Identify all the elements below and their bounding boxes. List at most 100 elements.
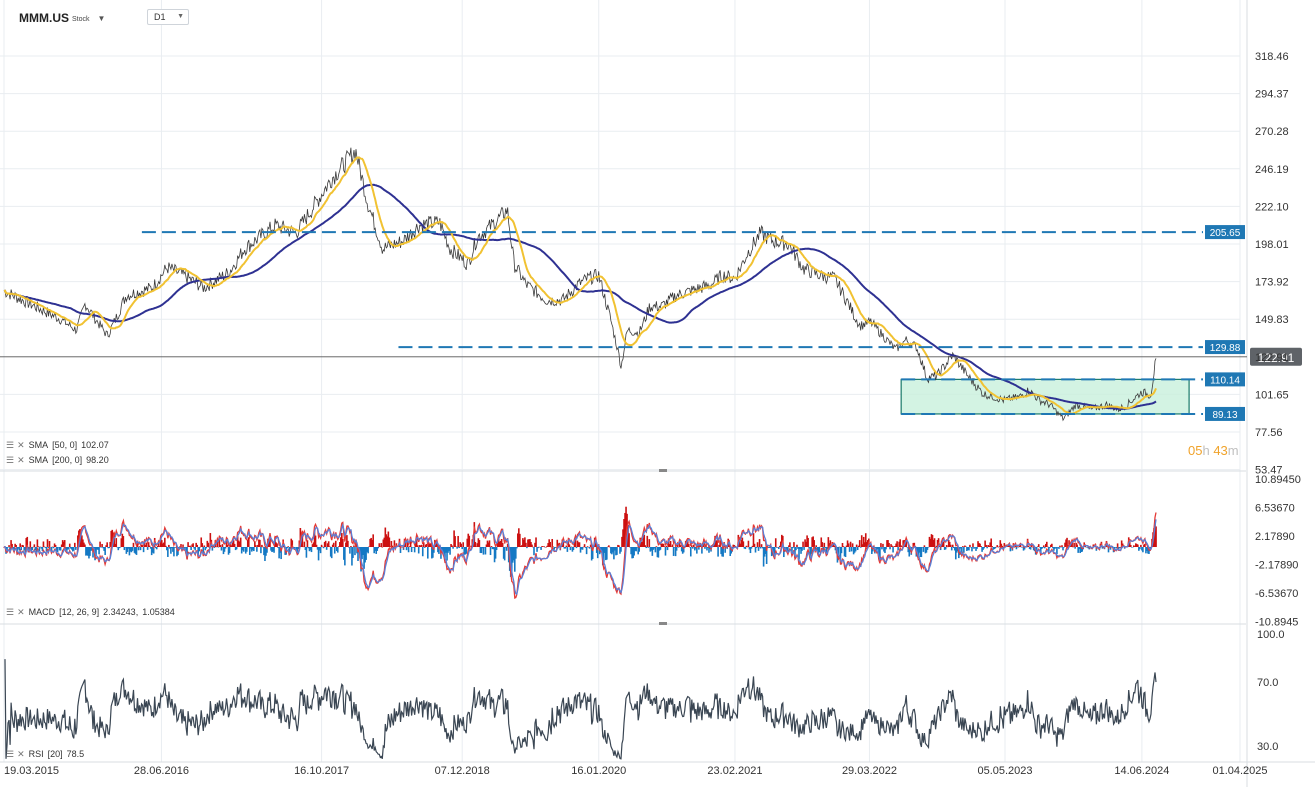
rsi-legend: ☰ ✕ RSI [20] 78.5 <box>6 748 84 760</box>
macd-histogram-bar <box>530 542 532 547</box>
macd-histogram-bar <box>551 538 554 547</box>
macd-histogram-bar <box>888 542 890 547</box>
macd-histogram-bar <box>564 547 567 549</box>
symbol-header[interactable]: MMM.US Stock ▼ <box>19 10 105 26</box>
sma50-close-icon[interactable]: ✕ <box>17 439 25 450</box>
countdown-hours: 05 <box>1188 443 1203 458</box>
macd-histogram-bar <box>927 547 930 548</box>
macd-histogram-bar <box>196 544 198 547</box>
macd-histogram-bar <box>895 543 897 547</box>
macd-histogram-bar <box>247 537 250 547</box>
macd-histogram-bar <box>103 547 105 551</box>
macd-histogram-bar <box>876 547 878 553</box>
macd-histogram-bar <box>224 547 227 549</box>
macd-histogram-bar <box>1154 520 1156 547</box>
symbol-name[interactable]: MMM.US <box>19 11 69 25</box>
macd-histogram-bar <box>277 547 279 548</box>
macd-histogram-bar <box>388 537 391 547</box>
macd-histogram-bar <box>195 542 197 547</box>
macd-histogram-bar <box>948 541 951 547</box>
macd-histogram-bar <box>500 538 503 547</box>
macd-histogram-bar <box>801 547 803 551</box>
macd-histogram-bar <box>662 543 665 547</box>
macd-histogram-bar <box>207 542 210 547</box>
macd-histogram-bar <box>946 546 949 548</box>
macd-histogram-bar <box>1007 545 1010 547</box>
macd-histogram-bar <box>574 539 577 547</box>
macd-histogram-bar <box>425 544 428 547</box>
macd-histogram-bar <box>144 545 147 547</box>
macd-histogram-bar <box>802 541 804 547</box>
macd-histogram-bar <box>514 547 517 559</box>
sma50-menu-icon[interactable]: ☰ <box>6 439 15 450</box>
macd-close-icon[interactable]: ✕ <box>17 606 25 617</box>
macd-histogram-bar <box>51 546 54 548</box>
macd-histogram-bar <box>671 544 674 547</box>
macd-histogram-bar <box>586 546 589 547</box>
macd-histogram-bar <box>794 547 796 559</box>
macd-histogram-bar <box>648 539 651 547</box>
macd-histogram-bar <box>1032 547 1035 551</box>
macd-histogram-bar <box>66 547 69 550</box>
macd-histogram-bar <box>419 545 422 547</box>
timeframe-select[interactable]: D1 ▼ <box>147 9 189 25</box>
macd-histogram-bar <box>111 529 114 547</box>
macd-histogram-bar <box>497 536 500 547</box>
price-tick-label: 77.56 <box>1255 427 1283 439</box>
macd-histogram-bar <box>475 546 478 547</box>
timeframe-caret-icon[interactable]: ▼ <box>177 13 184 20</box>
rsi-menu-icon[interactable]: ☰ <box>6 748 15 759</box>
symbol-dropdown-caret-icon[interactable]: ▼ <box>97 13 106 23</box>
macd-histogram-bar <box>278 547 280 559</box>
macd-histogram-bar <box>820 537 823 547</box>
macd-histogram-bar <box>742 541 745 547</box>
macd-histogram-bar <box>166 547 168 551</box>
macd-histogram-bar <box>197 547 199 557</box>
macd-histogram-bar <box>924 547 927 554</box>
macd-histogram-bar <box>13 547 15 552</box>
sma200-legend: ☰ ✕ SMA [200, 0] 98.20 <box>6 454 109 466</box>
macd-histogram-bar <box>216 540 219 547</box>
macd-histogram-bar <box>199 546 202 548</box>
macd-histogram-bar <box>1037 544 1040 547</box>
macd-histogram-bar <box>652 547 655 550</box>
macd-histogram-bar <box>911 547 914 548</box>
macd-histogram-bar <box>800 547 802 554</box>
macd-histogram-bar <box>504 546 507 548</box>
macd-histogram-bar <box>1058 547 1060 549</box>
macd-histogram-bar <box>193 547 195 549</box>
macd-histogram-bar <box>204 547 207 551</box>
macd-histogram-bar <box>619 547 621 554</box>
macd-histogram-bar <box>668 544 671 547</box>
macd-histogram-bar <box>459 542 461 547</box>
macd-histogram-bar <box>129 547 132 552</box>
macd-histogram-bar <box>89 547 91 556</box>
macd-histogram-bar <box>640 542 643 547</box>
macd-histogram-bar <box>679 545 682 547</box>
macd-histogram-bar <box>517 533 519 547</box>
rsi-close-icon[interactable]: ✕ <box>17 748 25 759</box>
macd-histogram-bar <box>169 547 171 549</box>
macd-histogram-bar <box>813 540 815 547</box>
sma200-menu-icon[interactable]: ☰ <box>6 454 15 465</box>
macd-histogram-bar <box>451 545 453 547</box>
macd-histogram-bar <box>1129 544 1132 547</box>
macd-histogram-bar <box>1039 547 1042 554</box>
macd-histogram-bar <box>926 547 929 550</box>
macd-histogram-bar <box>527 539 529 547</box>
macd-histogram-bar <box>846 540 849 547</box>
macd-histogram-bar <box>774 538 777 547</box>
macd-histogram-bar <box>843 547 846 557</box>
macd-histogram-bar <box>71 547 74 552</box>
macd-histogram-bar <box>466 538 469 547</box>
macd-histogram-bar <box>217 547 220 548</box>
macd-histogram-bar <box>420 544 423 547</box>
macd-menu-icon[interactable]: ☰ <box>6 606 15 617</box>
macd-histogram-bar <box>164 537 166 547</box>
macd-histogram-bar <box>974 547 976 548</box>
macd-histogram-bar <box>287 546 290 547</box>
sma200-close-icon[interactable]: ✕ <box>17 454 25 465</box>
macd-histogram-bar <box>474 541 477 547</box>
